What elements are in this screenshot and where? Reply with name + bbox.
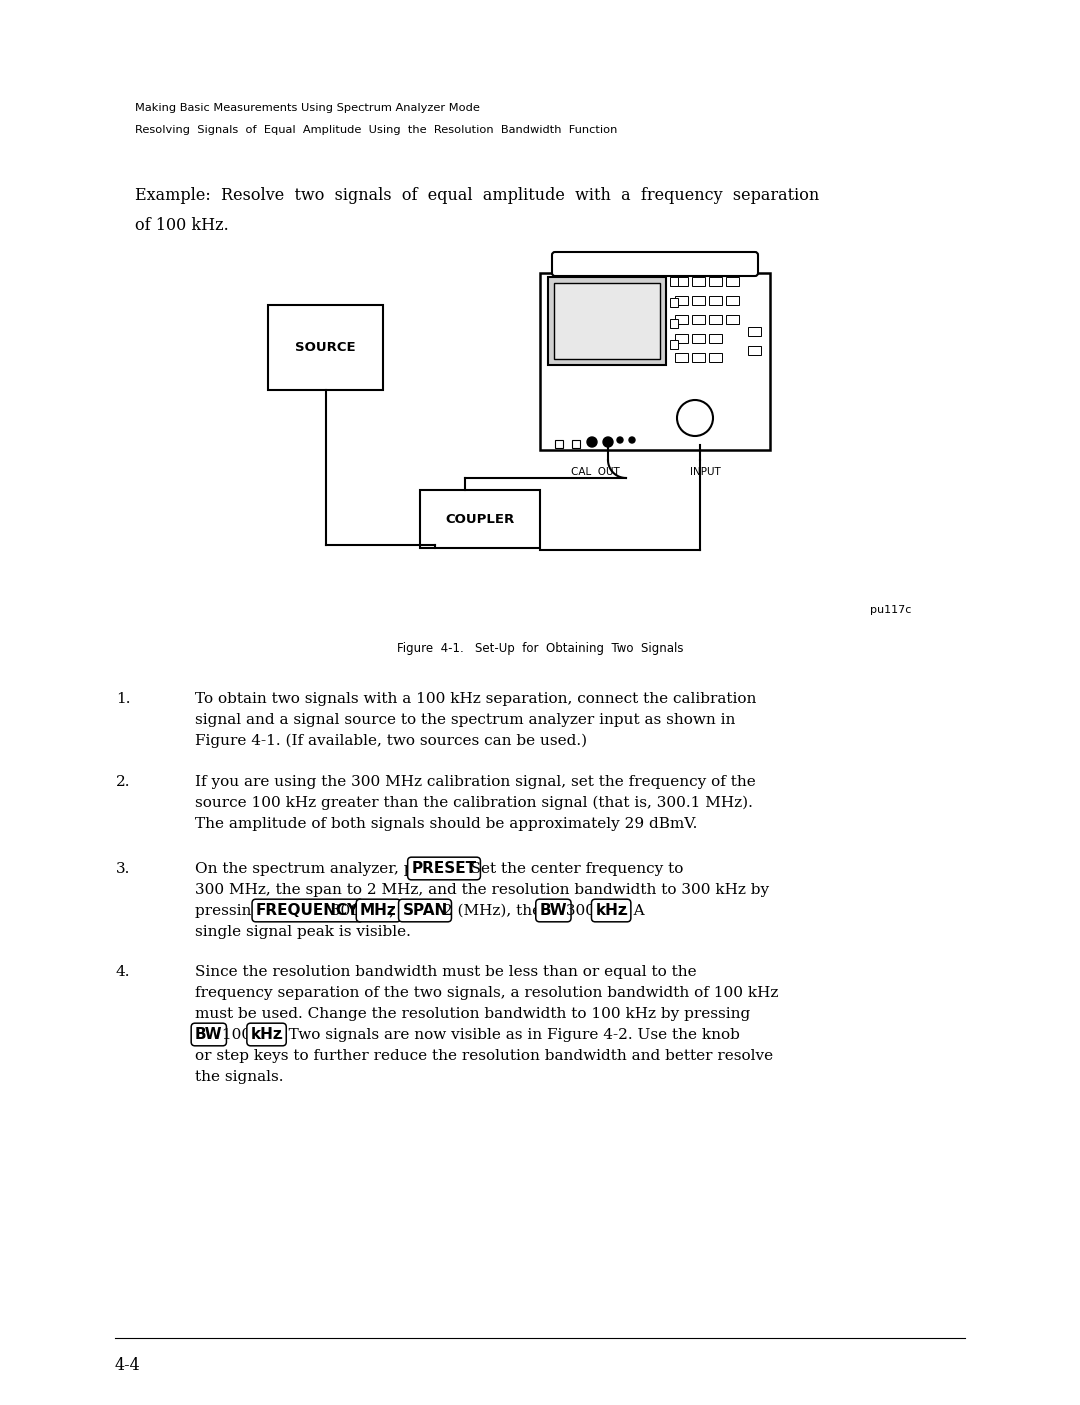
Text: To obtain two signals with a 100 kHz separation, connect the calibration: To obtain two signals with a 100 kHz sep… <box>195 693 756 705</box>
Text: MHz: MHz <box>360 903 396 917</box>
Bar <box>726 296 739 305</box>
Bar <box>708 315 723 325</box>
Text: the signals.: the signals. <box>195 1071 283 1085</box>
Bar <box>675 296 688 305</box>
Text: Making Basic Measurements Using Spectrum Analyzer Mode: Making Basic Measurements Using Spectrum… <box>135 103 480 112</box>
Text: of 100 kHz.: of 100 kHz. <box>135 216 229 233</box>
Text: Example:  Resolve  two  signals  of  equal  amplitude  with  a  frequency  separ: Example: Resolve two signals of equal am… <box>135 187 820 204</box>
Text: 3.: 3. <box>116 863 131 875</box>
Text: 300: 300 <box>562 903 600 917</box>
Text: frequency separation of the two signals, a resolution bandwidth of 100 kHz: frequency separation of the two signals,… <box>195 986 779 1000</box>
Bar <box>540 273 770 450</box>
Text: SOURCE: SOURCE <box>295 341 355 354</box>
Text: 2 (MHz), then: 2 (MHz), then <box>438 903 556 917</box>
Text: 300: 300 <box>326 903 365 917</box>
Text: single signal peak is visible.: single signal peak is visible. <box>195 924 410 939</box>
Bar <box>670 319 678 327</box>
Bar <box>268 305 383 391</box>
Bar <box>554 282 660 360</box>
Text: kHz: kHz <box>251 1027 283 1043</box>
Text: If you are using the 300 MHz calibration signal, set the frequency of the: If you are using the 300 MHz calibration… <box>195 776 756 790</box>
Text: ,: , <box>389 903 399 917</box>
Bar <box>675 315 688 325</box>
Text: kHz: kHz <box>595 903 627 917</box>
Text: signal and a signal source to the spectrum analyzer input as shown in: signal and a signal source to the spectr… <box>195 712 735 726</box>
Text: . Set the center frequency to: . Set the center frequency to <box>461 863 684 875</box>
Circle shape <box>617 437 623 443</box>
Text: pu117c: pu117c <box>870 606 912 615</box>
Bar <box>692 315 705 325</box>
Text: 1.: 1. <box>116 693 131 705</box>
Text: 300 MHz, the span to 2 MHz, and the resolution bandwidth to 300 kHz by: 300 MHz, the span to 2 MHz, and the reso… <box>195 882 769 896</box>
Bar <box>670 298 678 308</box>
Text: BW: BW <box>540 903 567 917</box>
Bar <box>692 334 705 343</box>
Bar <box>708 296 723 305</box>
Bar <box>708 277 723 287</box>
Bar <box>692 353 705 362</box>
Bar <box>692 296 705 305</box>
Circle shape <box>588 437 597 447</box>
Bar <box>708 353 723 362</box>
Text: 2.: 2. <box>116 776 131 790</box>
Bar <box>555 440 563 448</box>
Bar <box>670 340 678 348</box>
Text: CAL  OUT: CAL OUT <box>570 466 619 478</box>
Text: or step keys to further reduce the resolution bandwidth and better resolve: or step keys to further reduce the resol… <box>195 1050 773 1064</box>
Bar <box>748 346 761 355</box>
Circle shape <box>629 437 635 443</box>
Text: SPAN: SPAN <box>403 903 447 917</box>
Text: source 100 kHz greater than the calibration signal (that is, 300.1 MHz).: source 100 kHz greater than the calibrat… <box>195 797 753 811</box>
Text: INPUT: INPUT <box>690 466 720 478</box>
Bar <box>675 277 688 287</box>
Text: must be used. Change the resolution bandwidth to 100 kHz by pressing: must be used. Change the resolution band… <box>195 1007 751 1021</box>
FancyBboxPatch shape <box>552 251 758 275</box>
Bar <box>692 277 705 287</box>
Text: BW: BW <box>195 1027 222 1043</box>
Text: pressing: pressing <box>195 903 266 917</box>
Text: On the spectrum analyzer, press: On the spectrum analyzer, press <box>195 863 450 875</box>
Bar <box>726 315 739 325</box>
Text: The amplitude of both signals should be approximately 29 dBmV.: The amplitude of both signals should be … <box>195 816 698 830</box>
Text: PRESET: PRESET <box>411 861 476 875</box>
Bar <box>420 490 540 548</box>
Bar <box>726 277 739 287</box>
Text: 4-4: 4-4 <box>114 1356 140 1374</box>
Text: . A: . A <box>624 903 645 917</box>
Text: FREQUENCY: FREQUENCY <box>256 903 360 917</box>
Text: Figure  4-1.   Set-Up  for  Obtaining  Two  Signals: Figure 4-1. Set-Up for Obtaining Two Sig… <box>396 642 684 655</box>
Bar <box>572 440 580 448</box>
Bar <box>675 334 688 343</box>
Text: Since the resolution bandwidth must be less than or equal to the: Since the resolution bandwidth must be l… <box>195 965 697 979</box>
Text: 100: 100 <box>217 1028 256 1043</box>
Bar <box>675 353 688 362</box>
Circle shape <box>603 437 613 447</box>
Bar <box>670 277 678 287</box>
Text: 4.: 4. <box>116 965 131 979</box>
Text: Figure 4-1. (If available, two sources can be used.): Figure 4-1. (If available, two sources c… <box>195 733 588 749</box>
Text: Resolving  Signals  of  Equal  Amplitude  Using  the  Resolution  Bandwidth  Fun: Resolving Signals of Equal Amplitude Usi… <box>135 125 618 135</box>
Text: COUPLER: COUPLER <box>445 513 515 525</box>
Bar <box>748 327 761 336</box>
Bar <box>548 277 666 365</box>
Text: . Two signals are now visible as in Figure 4-2. Use the knob: . Two signals are now visible as in Figu… <box>280 1028 741 1043</box>
Bar <box>708 334 723 343</box>
